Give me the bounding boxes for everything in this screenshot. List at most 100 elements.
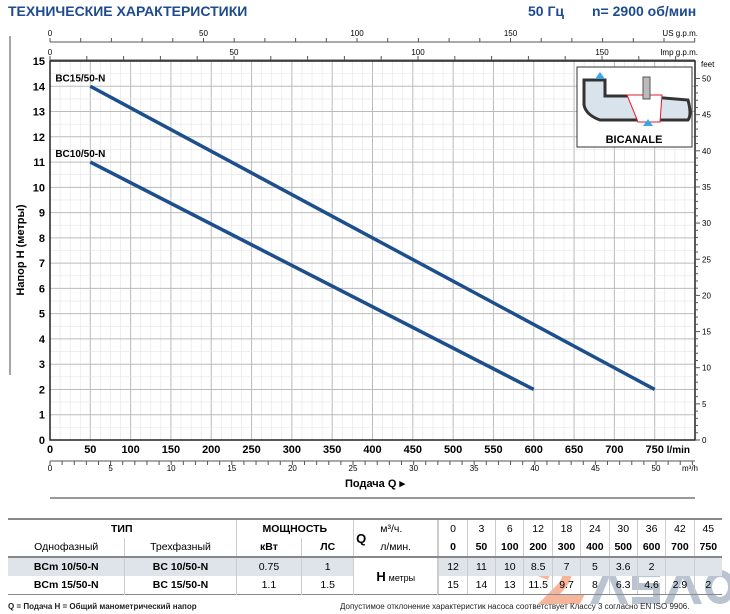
q-label: Q	[353, 519, 379, 557]
y-tick-label: 0	[39, 435, 45, 447]
shaft-icon	[642, 76, 651, 100]
y-tick-label: 6	[39, 283, 45, 295]
m3h-tick-label: 50	[652, 464, 661, 473]
x-tick-label: 300	[283, 444, 301, 456]
table-cell: 24	[580, 520, 608, 538]
x-tick-label: 650	[565, 444, 583, 456]
imp_gpm-tick-label: 100	[411, 48, 425, 57]
page-title: ТЕХНИЧЕСКИЕ ХАРАКТЕРИСТИКИ	[8, 3, 248, 19]
m3h-tick-label: 5	[108, 464, 113, 473]
spec-table: ТИП МОЩНОСТЬ Q м³/ч. 0 3 6 12 18 24 30 36 42 45 О…	[8, 518, 722, 595]
kw-label: кВт	[235, 538, 302, 557]
table-cell: 4.6	[636, 576, 665, 594]
table-cell: 36	[636, 520, 665, 538]
row2-heads: 15 14 13 11.5 9.7 8 6.3 4.6 2.9 2	[437, 576, 722, 595]
power-header: МОЩНОСТЬ	[235, 519, 354, 538]
q-unit-m3h: м³/ч.	[380, 523, 403, 535]
x-tick-label: 150	[162, 444, 180, 456]
table-cell	[665, 558, 693, 576]
x-tick-label: 50	[84, 444, 96, 456]
x-unit-label: l/min	[667, 445, 690, 456]
y-tick-label: 7	[39, 258, 45, 270]
table-cell: 2.9	[665, 576, 693, 594]
row2-hp: 1.5	[301, 576, 354, 595]
table-cell: 0	[438, 520, 466, 538]
x-tick-label: 750	[646, 444, 664, 456]
x-tick-label: 250	[242, 444, 260, 456]
y-tick-label: 10	[33, 182, 45, 194]
m3h-tick-label: 40	[530, 464, 539, 473]
table-cell: 750	[693, 538, 722, 556]
arrow-right-icon: ▸	[396, 478, 405, 490]
series-label: BC15/50-N	[55, 73, 105, 84]
m3h-tick-label: 25	[349, 464, 358, 473]
y-axis-title: Напор H (метры)	[15, 204, 27, 295]
table-cell: 12	[438, 558, 466, 576]
table-cell: 500	[608, 538, 637, 556]
feet-tick-label: 35	[702, 183, 711, 192]
x-tick-label: 450	[404, 444, 422, 456]
feet-tick-label: 0	[702, 436, 707, 445]
table-cell: 18	[551, 520, 580, 538]
feet-tick-label: 15	[702, 328, 711, 337]
y-tick-label: 1	[39, 410, 45, 422]
x-tick-label: 350	[323, 444, 341, 456]
table-cell: 50	[466, 538, 495, 556]
feet-unit-label: feet	[701, 60, 715, 69]
row2-single: BCm 15/50-N	[33, 579, 99, 591]
legend-note: Q = Подача H = Общий манометрический нап…	[8, 602, 197, 611]
table-cell: 9.7	[551, 576, 580, 594]
speed: n= 2900 об/мин	[592, 3, 697, 19]
outflow-arrow-icon	[595, 72, 605, 79]
table-cell: 2	[636, 558, 665, 576]
table-cell: 11	[466, 558, 495, 576]
table-cell: 10	[495, 558, 523, 576]
row1-single: BCm 10/50-N	[8, 557, 125, 576]
row1-heads: 12 11 10 8.5 7 5 3.6 2	[437, 557, 722, 576]
us_gpm-tick-label: 0	[48, 29, 53, 38]
table-cell: 300	[551, 538, 580, 556]
frequency: 50 Гц	[528, 3, 565, 19]
table-cell: 100	[495, 538, 523, 556]
table-cell: 14	[466, 576, 495, 594]
x-tick-label: 0	[47, 444, 53, 456]
q-unit-lmin: л/мин.	[380, 541, 412, 553]
table-cell: 6.3	[608, 576, 637, 594]
x-tick-label: 550	[484, 444, 502, 456]
us_gpm-tick-label: 150	[504, 29, 518, 38]
y-tick-label: 14	[33, 81, 46, 93]
single-phase-label: Однофазный	[34, 541, 99, 553]
three-phase-label: Трехфазный	[124, 538, 236, 557]
table-cell: 600	[636, 538, 665, 556]
m3h-tick-label: 15	[227, 464, 236, 473]
table-cell: 8	[580, 576, 608, 594]
feet-tick-label: 5	[702, 400, 707, 409]
table-cell: 2	[693, 576, 722, 594]
inflow-arrow-icon	[643, 119, 653, 126]
table-cell: 5	[580, 558, 608, 576]
inset-label: BICANALE	[606, 134, 663, 146]
us_gpm-unit-label: US g.p.m.	[662, 29, 698, 38]
table-cell: 6	[495, 520, 523, 538]
y-tick-label: 3	[39, 359, 45, 371]
feet-tick-label: 50	[702, 75, 711, 84]
row1-hp: 1	[301, 557, 354, 576]
y-tick-label: 15	[33, 56, 45, 68]
h-label: H метры	[353, 557, 438, 595]
feet-tick-label: 30	[702, 219, 711, 228]
x-tick-label: 600	[525, 444, 543, 456]
x-axis-title-text: Подача Q	[345, 478, 397, 490]
y-tick-label: 4	[39, 334, 46, 346]
m3h-tick-label: 30	[409, 464, 418, 473]
q-m3h-cells: 0 3 6 12 18 24 30 36 42 45	[437, 519, 722, 538]
imp_gpm-tick-label: 0	[48, 48, 53, 57]
x-tick-label: 200	[202, 444, 220, 456]
x-tick-label: 500	[444, 444, 462, 456]
y-tick-label: 11	[33, 157, 45, 169]
table-cell: 7	[551, 558, 580, 576]
tolerance-note: Допустимое отклонение характеристик насо…	[340, 602, 690, 611]
m3h-tick-label: 10	[167, 464, 176, 473]
x-axis-title: Подача Q ▸	[345, 478, 405, 490]
